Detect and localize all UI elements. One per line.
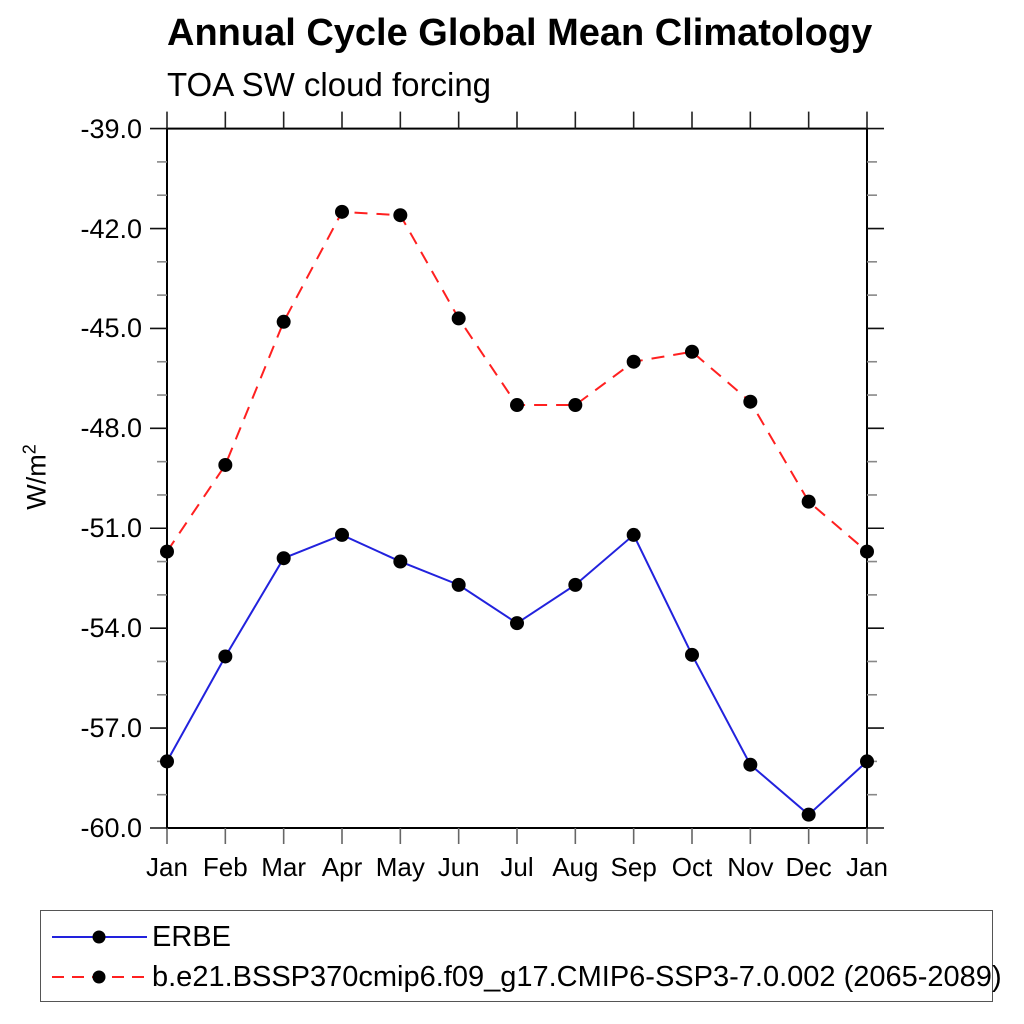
chart-subtitle: TOA SW cloud forcing — [167, 66, 492, 103]
data-point-marker — [510, 616, 524, 631]
x-tick-label: Jan — [846, 852, 888, 882]
x-tick-label: Oct — [671, 852, 713, 882]
data-point-marker — [626, 354, 641, 369]
x-tick-label: Jul — [500, 852, 534, 882]
legend-marker-icon — [92, 930, 106, 944]
legend-marker-icon — [92, 970, 106, 984]
series-line-0 — [166, 533, 868, 817]
data-point-marker — [160, 754, 174, 769]
y-tick-label: -51.0 — [80, 513, 142, 544]
x-tick-label: Jun — [437, 852, 480, 882]
series-line-1 — [166, 210, 868, 553]
data-point-marker — [568, 577, 583, 592]
data-point-marker — [801, 494, 816, 509]
data-point-marker — [393, 554, 408, 569]
data-point-marker — [685, 344, 699, 359]
x-tick-label: Nov — [727, 852, 774, 882]
legend-item-erbe: ERBE — [47, 917, 992, 957]
y-tick-label: -57.0 — [80, 713, 142, 744]
x-tick-label: Sep — [610, 852, 657, 882]
y-tick-label: -45.0 — [80, 313, 142, 344]
x-tick-label: Feb — [202, 852, 248, 882]
chart-title: Annual Cycle Global Mean Climatology — [167, 12, 873, 54]
data-point-marker — [860, 754, 874, 769]
data-point-marker — [276, 551, 291, 566]
data-point-marker — [568, 398, 583, 413]
legend-line-sample-erbe — [52, 930, 147, 944]
data-point-marker — [743, 757, 758, 772]
legend-label-model-run: b.e21.BSSP370cmip6.f09_g17.CMIP6-SSP3-7.… — [152, 960, 1002, 993]
y-tick-label: -48.0 — [80, 413, 142, 444]
data-point-marker — [685, 647, 699, 662]
data-point-marker — [335, 527, 349, 542]
x-tick-label: Dec — [785, 852, 832, 882]
legend-line-sample-model-run — [52, 970, 147, 984]
x-tick-label: May — [375, 852, 425, 882]
x-tick-label: Mar — [261, 852, 307, 882]
data-point-marker — [510, 398, 524, 413]
legend-item-model-run: b.e21.BSSP370cmip6.f09_g17.CMIP6-SSP3-7.… — [47, 957, 1002, 997]
x-tick-label: Jan — [146, 852, 188, 882]
x-tick-label: Aug — [552, 852, 599, 882]
data-point-marker — [451, 311, 466, 326]
data-point-marker — [218, 457, 233, 472]
data-point-marker — [335, 204, 349, 219]
y-tick-label: -39.0 — [80, 113, 142, 144]
y-tick-label: -42.0 — [80, 213, 142, 244]
data-point-marker — [743, 394, 758, 409]
data-point-marker — [160, 544, 174, 559]
data-point-marker — [393, 208, 408, 223]
data-point-marker — [218, 649, 233, 664]
x-tick-label: Apr — [321, 852, 363, 882]
y-tick-label: -54.0 — [80, 613, 142, 644]
y-tick-label: -60.0 — [80, 813, 142, 843]
legend-label-erbe: ERBE — [152, 920, 231, 953]
data-point-marker — [451, 577, 466, 592]
data-point-marker — [801, 807, 816, 822]
data-point-marker — [626, 527, 641, 542]
legend: ERBE b.e21.BSSP370cmip6.f09_g17.CMIP6-SS… — [40, 910, 1002, 1002]
plot-frame — [166, 127, 868, 830]
data-point-marker — [860, 544, 874, 559]
data-point-marker — [276, 314, 291, 329]
